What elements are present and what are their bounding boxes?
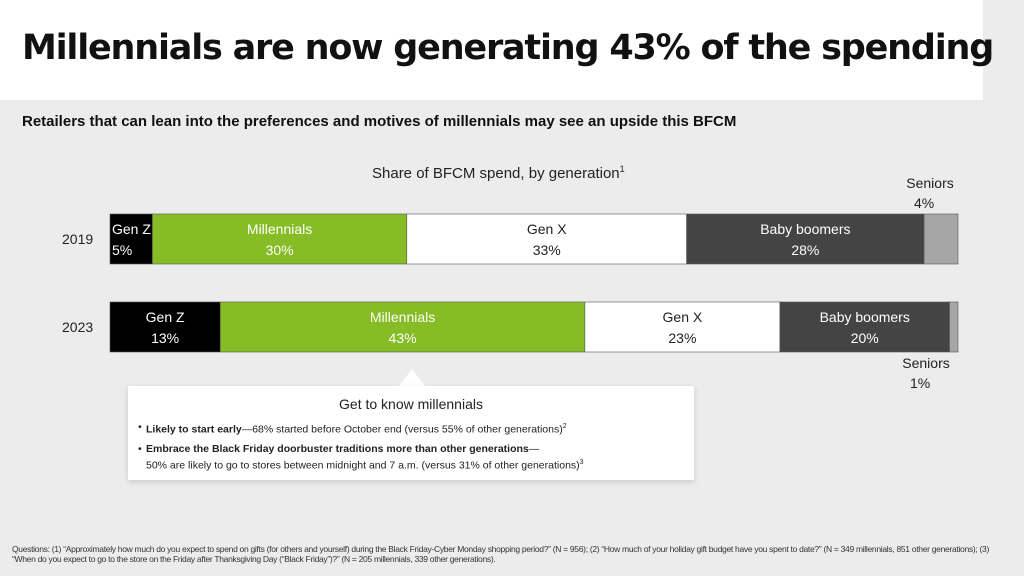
bar-segment-millennials — [219, 301, 586, 353]
segment-value-label: 5% — [112, 242, 132, 258]
callout-bullet: • Likely to start early—68% started befo… — [138, 420, 688, 437]
chart-title: Share of BFCM spend, by generation1 — [372, 164, 625, 182]
year-label: 2019 — [62, 231, 93, 247]
page-title: Millennials are now generating 43% of th… — [22, 28, 994, 68]
segment-value-label: 20% — [851, 330, 879, 346]
bullet-bold-text: Likely to start early — [146, 423, 242, 436]
segment-name-label: Gen Z — [112, 221, 151, 237]
segment-value-label: 13% — [151, 330, 179, 346]
chart-title-text: Share of BFCM spend, by generation — [372, 165, 620, 182]
callout-bullets: • Likely to start early—68% started befo… — [138, 420, 688, 477]
segment-name-label: Seniors — [906, 175, 953, 191]
millennials-callout: Get to know millennials • Likely to star… — [128, 386, 694, 480]
callout-bullet: • Embrace the Black Friday doorbuster tr… — [138, 442, 688, 473]
segment-value-label: 33% — [533, 242, 561, 258]
bar-segment-seniors — [923, 213, 959, 265]
segment-value-label: 28% — [791, 242, 819, 258]
bar-segment-baby-boomers — [686, 213, 925, 265]
title-band — [0, 0, 983, 100]
segment-value-label: 1% — [910, 375, 930, 391]
callout-pointer — [398, 369, 426, 387]
chart-title-footnote-ref: 1 — [619, 164, 625, 174]
bullet-text-line2: 50% are likely to go to stores between m… — [146, 459, 580, 471]
source-footnote: Questions: (1) “Approximately how much d… — [12, 544, 989, 564]
bullet-footnote-ref: 3 — [579, 458, 584, 466]
segment-name-label: Baby boomers — [820, 309, 910, 325]
segment-value-label: 30% — [266, 242, 294, 258]
segment-name-label: Millennials — [247, 221, 312, 237]
bullet-footnote-ref: 2 — [562, 423, 567, 430]
callout-title: Get to know millennials — [339, 396, 483, 412]
segment-name-label: Gen X — [663, 309, 703, 325]
bar-segment-seniors — [949, 301, 959, 353]
segment-name-label: Seniors — [902, 355, 949, 371]
bullet-bold-text: Embrace the Black Friday doorbuster trad… — [146, 442, 529, 455]
bar-segment-baby-boomers — [779, 301, 950, 353]
bar-segment-gen-z — [109, 213, 153, 265]
bar-segment-gen-x — [584, 301, 781, 353]
year-label: 2023 — [62, 319, 93, 335]
bullet-dot: • — [138, 421, 142, 433]
segment-value-label: 23% — [668, 330, 696, 346]
segment-value-label: 43% — [389, 330, 417, 346]
segment-value-label: 4% — [914, 195, 934, 211]
segment-name-label: Millennials — [370, 309, 435, 325]
bullet-text: — — [528, 442, 540, 455]
page-subtitle: Retailers that can lean into the prefere… — [22, 113, 737, 130]
bullet-dot: • — [138, 442, 142, 455]
bullet-text: —68% started before October end (versus … — [241, 423, 563, 436]
stacked-bar-chart: 2019 Gen Z 5% Millennials 30% Gen X 33% Baby bo… — [62, 175, 959, 391]
segment-name-label: Gen X — [527, 221, 567, 237]
segment-name-label: Baby boomers — [760, 221, 850, 237]
segment-name-label: Gen Z — [146, 309, 185, 325]
